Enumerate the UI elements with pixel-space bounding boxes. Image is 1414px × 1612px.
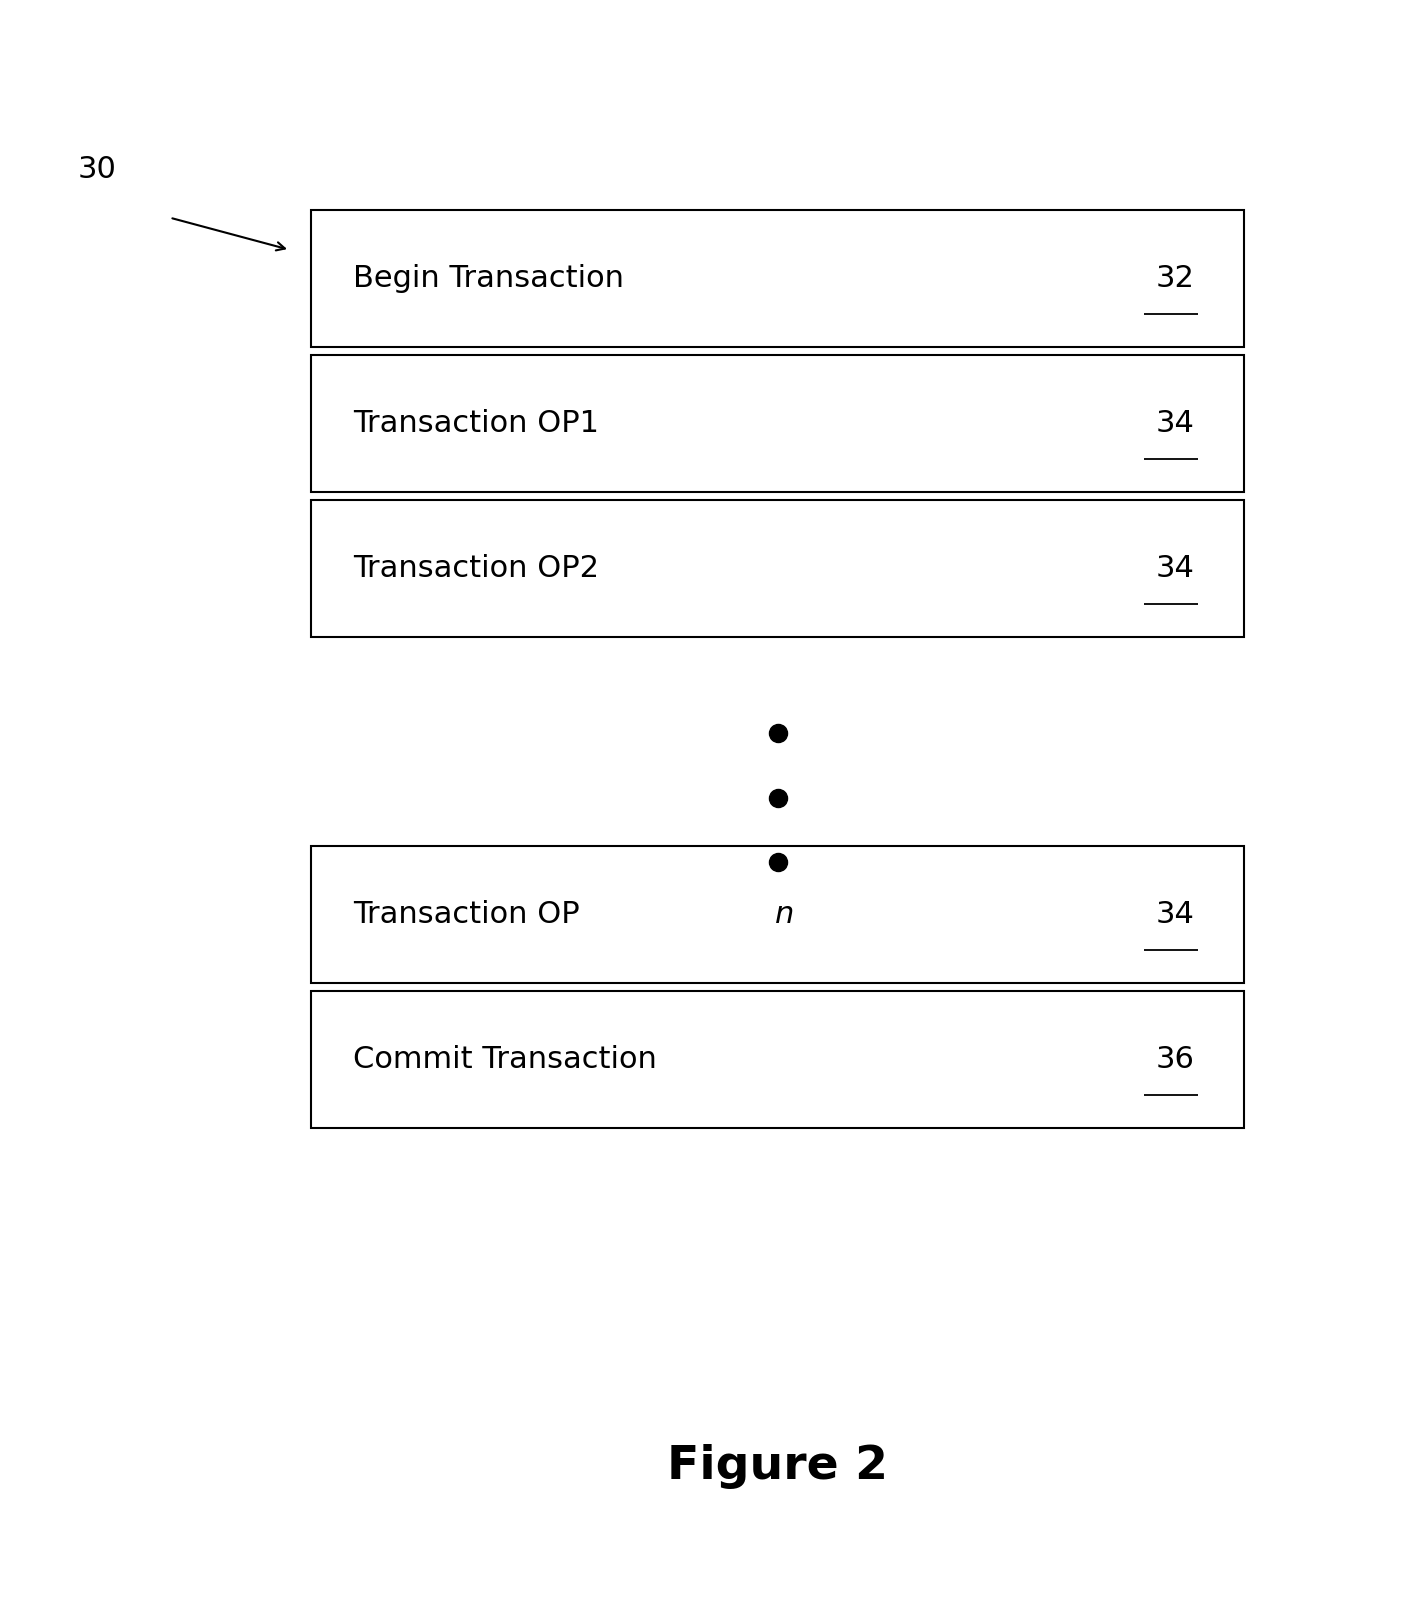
Text: Commit Transaction: Commit Transaction bbox=[354, 1046, 658, 1074]
Text: Transaction OP1: Transaction OP1 bbox=[354, 409, 600, 437]
Text: 32: 32 bbox=[1157, 264, 1195, 292]
Bar bbox=[311, 355, 1244, 492]
Bar bbox=[311, 210, 1244, 347]
Text: 30: 30 bbox=[78, 155, 116, 184]
Text: n: n bbox=[775, 901, 795, 929]
Text: Transaction OP2: Transaction OP2 bbox=[354, 555, 600, 582]
Text: 34: 34 bbox=[1157, 409, 1195, 437]
Bar bbox=[311, 991, 1244, 1128]
Bar bbox=[311, 500, 1244, 637]
Text: 36: 36 bbox=[1157, 1046, 1195, 1074]
Text: 34: 34 bbox=[1157, 555, 1195, 582]
Bar bbox=[311, 846, 1244, 983]
Text: Begin Transaction: Begin Transaction bbox=[354, 264, 625, 292]
Text: Transaction OP: Transaction OP bbox=[354, 901, 580, 929]
Text: Figure 2: Figure 2 bbox=[667, 1444, 888, 1489]
Text: 34: 34 bbox=[1157, 901, 1195, 929]
